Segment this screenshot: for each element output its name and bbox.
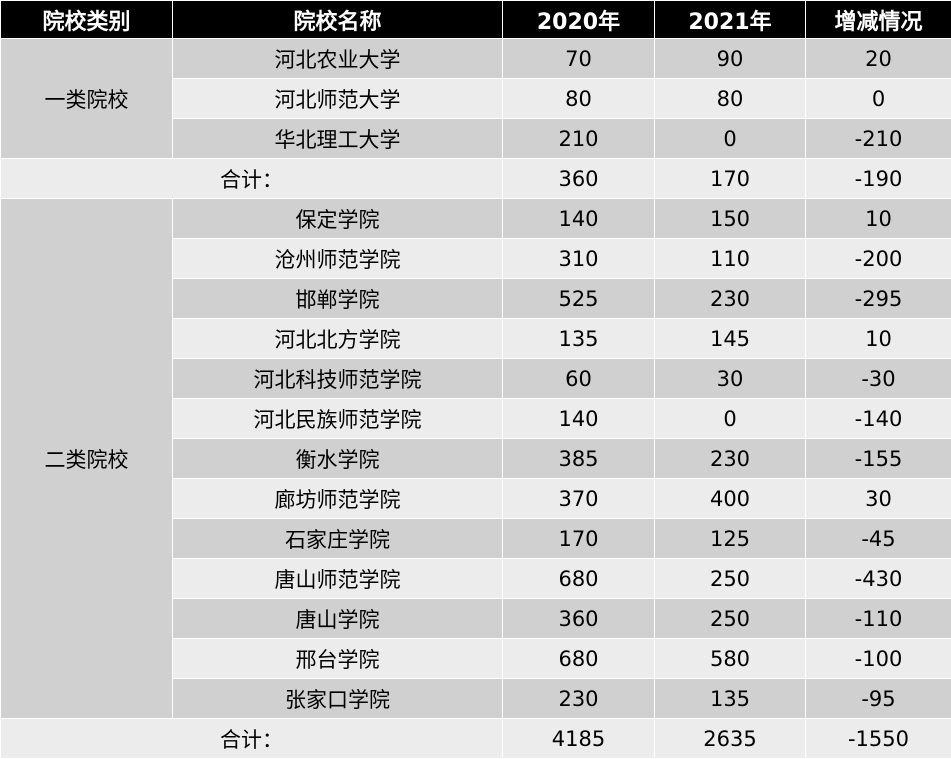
total-label: 合计： [1,719,503,759]
header-name: 院校名称 [173,1,503,39]
school-name-cell: 唐山学院 [173,599,503,639]
category-cell: 二类院校 [1,199,173,719]
value-2020-cell: 360 [503,599,655,639]
value-2020-cell: 140 [503,199,655,239]
total-2020-cell: 4185 [503,719,655,759]
school-name-cell: 华北理工大学 [173,119,503,159]
value-2021-cell: 230 [655,439,806,479]
value-2021-cell: 110 [655,239,806,279]
value-2021-cell: 250 [655,599,806,639]
value-2021-cell: 580 [655,639,806,679]
value-2021-cell: 230 [655,279,806,319]
value-2020-cell: 310 [503,239,655,279]
diff-cell: -45 [806,519,951,559]
value-2020-cell: 170 [503,519,655,559]
category-cell: 一类院校 [1,39,173,159]
header-2020: 2020年 [503,1,655,39]
school-name-cell: 河北科技师范学院 [173,359,503,399]
value-2020-cell: 80 [503,79,655,119]
school-name-cell: 廊坊师范学院 [173,479,503,519]
value-2020-cell: 680 [503,559,655,599]
value-2021-cell: 135 [655,679,806,719]
value-2020-cell: 135 [503,319,655,359]
diff-cell: 30 [806,479,951,519]
value-2021-cell: 0 [655,399,806,439]
value-2021-cell: 125 [655,519,806,559]
value-2020-cell: 70 [503,39,655,79]
total-2020-cell: 360 [503,159,655,199]
school-name-cell: 保定学院 [173,199,503,239]
total-label: 合计： [1,159,503,199]
value-2020-cell: 525 [503,279,655,319]
diff-cell: 10 [806,199,951,239]
total-diff-cell: -190 [806,159,951,199]
school-name-cell: 石家庄学院 [173,519,503,559]
diff-cell: -430 [806,559,951,599]
school-name-cell: 河北民族师范学院 [173,399,503,439]
value-2020-cell: 60 [503,359,655,399]
value-2020-cell: 370 [503,479,655,519]
value-2020-cell: 230 [503,679,655,719]
header-row: 院校类别 院校名称 2020年 2021年 增减情况 [1,1,951,39]
diff-cell: -200 [806,239,951,279]
table-row: 二类院校 保定学院 140 150 10 [1,199,951,239]
total-row: 合计： 4185 2635 -1550 [1,719,951,759]
table-header: 院校类别 院校名称 2020年 2021年 增减情况 [1,1,951,39]
header-diff: 增减情况 [806,1,951,39]
value-2021-cell: 90 [655,39,806,79]
diff-cell: 0 [806,79,951,119]
diff-cell: -140 [806,399,951,439]
school-name-cell: 沧州师范学院 [173,239,503,279]
value-2021-cell: 145 [655,319,806,359]
header-2021: 2021年 [655,1,806,39]
value-2020-cell: 385 [503,439,655,479]
total-2021-cell: 2635 [655,719,806,759]
diff-cell: -100 [806,639,951,679]
header-category: 院校类别 [1,1,173,39]
total-row: 合计： 360 170 -190 [1,159,951,199]
school-name-cell: 河北北方学院 [173,319,503,359]
value-2020-cell: 680 [503,639,655,679]
total-2021-cell: 170 [655,159,806,199]
school-name-cell: 邢台学院 [173,639,503,679]
school-name-cell: 河北农业大学 [173,39,503,79]
school-name-cell: 张家口学院 [173,679,503,719]
value-2020-cell: 210 [503,119,655,159]
value-2021-cell: 150 [655,199,806,239]
value-2020-cell: 140 [503,399,655,439]
value-2021-cell: 250 [655,559,806,599]
total-diff-cell: -1550 [806,719,951,759]
table-row: 一类院校 河北农业大学 70 90 20 [1,39,951,79]
value-2021-cell: 400 [655,479,806,519]
diff-cell: 20 [806,39,951,79]
table-body: 一类院校 河北农业大学 70 90 20 河北师范大学 80 80 0 华北理工… [1,39,951,759]
diff-cell: -95 [806,679,951,719]
diff-cell: -210 [806,119,951,159]
diff-cell: -295 [806,279,951,319]
school-name-cell: 唐山师范学院 [173,559,503,599]
value-2021-cell: 80 [655,79,806,119]
school-name-cell: 邯郸学院 [173,279,503,319]
school-name-cell: 河北师范大学 [173,79,503,119]
diff-cell: -155 [806,439,951,479]
diff-cell: -30 [806,359,951,399]
school-name-cell: 衡水学院 [173,439,503,479]
diff-cell: 10 [806,319,951,359]
value-2021-cell: 0 [655,119,806,159]
value-2021-cell: 30 [655,359,806,399]
diff-cell: -110 [806,599,951,639]
